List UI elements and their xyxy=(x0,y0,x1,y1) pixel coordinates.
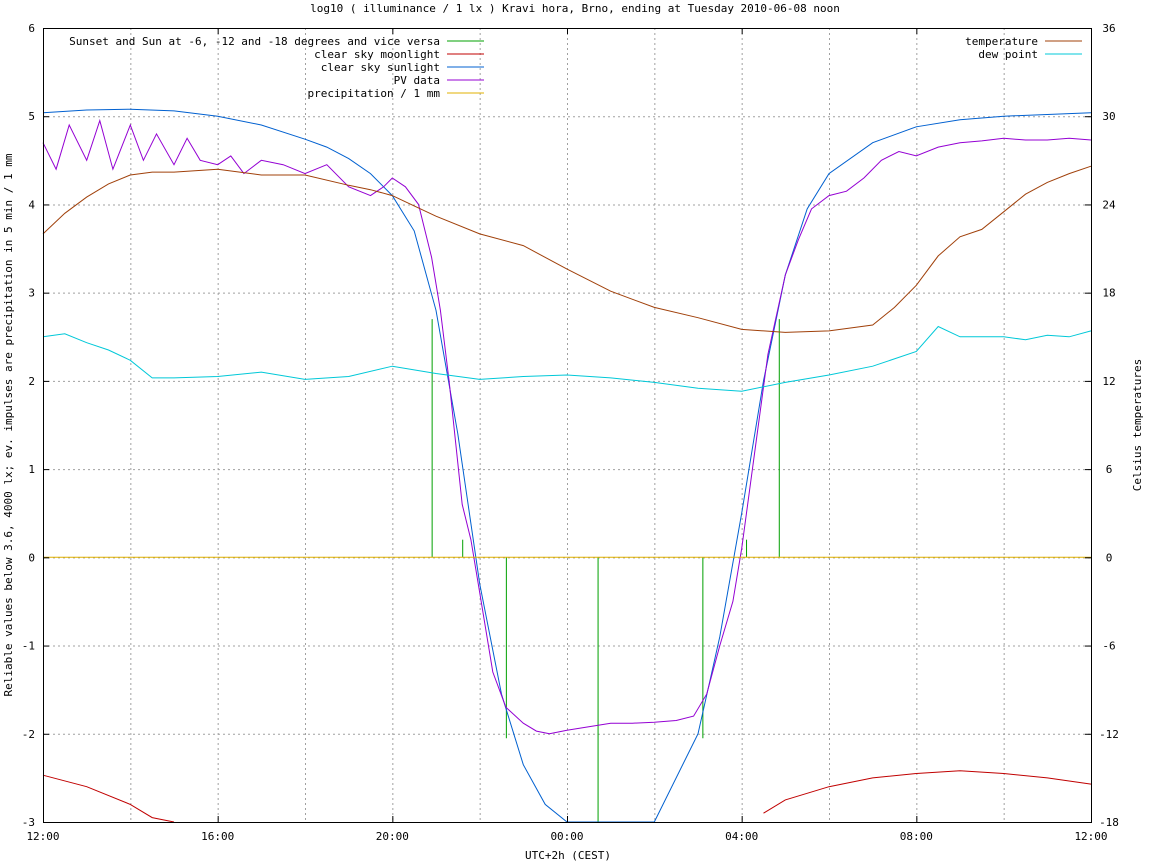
legend-entry-label: temperature xyxy=(965,35,1038,48)
x-tick-label: 16:00 xyxy=(201,830,234,843)
legend-entry-label: clear sky moonlight xyxy=(314,48,440,61)
y-tick-label: -3 xyxy=(22,816,35,829)
y-axis-label: Reliable values below 3.6, 4000 lx; ev. … xyxy=(2,153,15,696)
series-line-temperature xyxy=(42,165,1092,333)
legend: Sunset and Sun at -6, -12 and -18 degree… xyxy=(69,35,1082,100)
y2-tick-label: -6 xyxy=(1102,640,1115,653)
y-tick-label: 4 xyxy=(28,198,35,211)
legend-entry-label: precipitation / 1 mm xyxy=(308,87,441,100)
y-tick-label: 3 xyxy=(28,287,35,300)
y-tick-label: 6 xyxy=(28,22,35,35)
x-tick-label: 08:00 xyxy=(900,830,933,843)
series-line-clear-sky-sunlight xyxy=(42,108,1092,823)
x-tick-label: 20:00 xyxy=(376,830,409,843)
y-tick-label: 2 xyxy=(28,375,35,388)
x-tick-label: 00:00 xyxy=(550,830,583,843)
y-tick-label: 0 xyxy=(28,551,35,564)
chart-title: log10 ( illuminance / 1 lx ) Kravi hora,… xyxy=(310,2,840,15)
y-tick-label: 1 xyxy=(28,463,35,476)
x-tick-label: 12:00 xyxy=(1074,830,1107,843)
y-tick-label: -2 xyxy=(22,728,35,741)
legend-entry-label: PV data xyxy=(394,74,440,87)
legend-entry-label: clear sky sunlight xyxy=(321,61,440,74)
y2-tick-label: 18 xyxy=(1102,287,1115,300)
legend-entry-label: Sunset and Sun at -6, -12 and -18 degree… xyxy=(69,35,440,48)
series-line-pv-data xyxy=(42,118,1092,735)
y-tick-label: 5 xyxy=(28,110,35,123)
legend-entry-label: dew point xyxy=(978,48,1038,61)
y2-tick-label: 30 xyxy=(1102,110,1115,123)
y2-tick-label: 12 xyxy=(1102,375,1115,388)
y2-tick-label: 0 xyxy=(1106,551,1113,564)
y2-tick-label: 36 xyxy=(1102,22,1115,35)
y2-tick-label: -12 xyxy=(1099,728,1119,741)
x-tick-label: 04:00 xyxy=(725,830,758,843)
x-axis-label: UTC+2h (CEST) xyxy=(525,849,611,862)
y2-tick-label: 24 xyxy=(1102,198,1116,211)
y2-tick-label: 6 xyxy=(1106,463,1113,476)
y2-axis-label: Celsius temperatures xyxy=(1131,359,1144,491)
ticks: 12:00 16:00 20:00 00:00 04:00 08:00 12:00-3-2-… xyxy=(22,22,1119,843)
series-line-clear-sky-moonlight xyxy=(42,774,175,823)
y2-tick-label: -18 xyxy=(1099,816,1119,829)
series-layer xyxy=(42,108,1092,823)
y-tick-label: -1 xyxy=(22,640,35,653)
series-line-dew-point xyxy=(42,325,1092,392)
grid xyxy=(43,28,1091,822)
series-line-clear-sky-moonlight xyxy=(763,770,1092,814)
x-tick-label: 12:00 xyxy=(26,830,59,843)
